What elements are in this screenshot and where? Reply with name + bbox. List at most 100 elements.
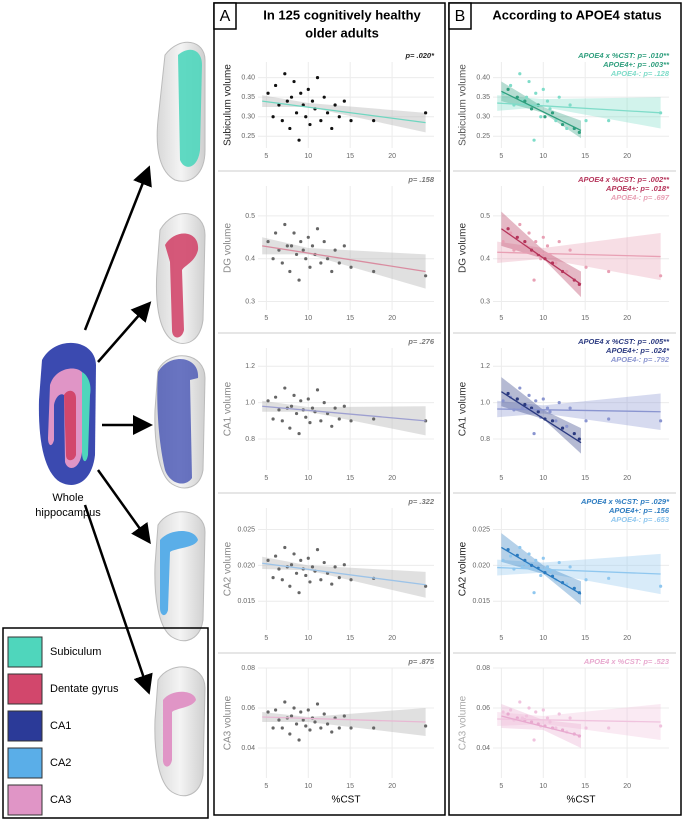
data-point <box>271 726 275 730</box>
hippocampus-dg <box>155 213 206 344</box>
data-point <box>541 235 545 239</box>
data-point <box>550 111 555 115</box>
regression-line <box>262 100 426 124</box>
data-point <box>337 417 341 421</box>
y-tick-label: 0.40 <box>241 74 255 81</box>
data-point <box>271 417 275 421</box>
data-point <box>271 576 275 580</box>
data-point <box>330 126 334 131</box>
panel-letter-box <box>213 2 237 30</box>
y-tick-label: 0.3 <box>245 298 255 305</box>
data-point <box>520 565 524 569</box>
x-tick-label: 5 <box>499 783 503 790</box>
data-point <box>333 406 337 410</box>
data-point <box>532 138 536 142</box>
y-tick-label: 0.06 <box>241 705 255 712</box>
data-point <box>266 558 270 562</box>
legend-swatch <box>7 710 43 742</box>
data-point <box>501 239 505 244</box>
p-value-annotation: p= .875 <box>407 657 434 666</box>
legend-swatch <box>7 636 43 668</box>
data-point <box>289 563 294 567</box>
data-point <box>506 712 510 716</box>
x-tick-label: 15 <box>346 475 354 482</box>
data-point <box>277 408 281 412</box>
data-point <box>337 115 341 119</box>
p-value-annotation: APOE4+: p= .003** <box>602 60 670 69</box>
data-point <box>319 261 323 265</box>
data-point <box>557 401 561 405</box>
regression-line <box>262 405 426 422</box>
data-point <box>283 72 287 76</box>
data-point <box>308 728 312 732</box>
x-tick-label: 5 <box>264 153 268 160</box>
p-value-annotation: p= .322 <box>407 497 434 506</box>
regression-line <box>501 228 582 285</box>
data-point <box>584 419 588 423</box>
y-axis-label: CA3 volume <box>458 695 469 750</box>
y-tick-label: 0.4 <box>480 256 490 263</box>
data-point <box>294 571 299 575</box>
data-point <box>545 716 550 720</box>
y-tick-label: 0.35 <box>241 94 255 101</box>
data-point <box>541 87 545 91</box>
data-point <box>292 706 296 710</box>
y-tick-label: 0.08 <box>241 665 255 672</box>
confidence-band <box>501 211 581 298</box>
data-point <box>322 712 326 716</box>
data-point <box>280 578 284 582</box>
data-point <box>523 402 527 407</box>
data-point <box>274 83 278 88</box>
scatter-plot: 0.3 0.4 0.5 5 10 15 20 DG volume APOE4 x %CST: p… <box>453 170 676 322</box>
data-point <box>554 261 558 265</box>
scatter-plot: 0.3 0.4 0.5 5 10 15 20 DG volume p= .158 <box>218 170 441 322</box>
data-point <box>266 399 270 403</box>
data-point <box>315 76 320 80</box>
panel-title: older adults <box>305 25 379 40</box>
data-point <box>506 391 510 396</box>
data-point <box>294 252 299 257</box>
x-tick-label: 10 <box>304 315 312 322</box>
data-point <box>299 239 303 244</box>
data-point <box>568 565 572 569</box>
data-point <box>518 72 522 76</box>
regression-line <box>497 718 661 723</box>
data-point <box>292 231 296 235</box>
arrows <box>83 165 153 695</box>
data-point <box>607 726 611 730</box>
data-point <box>532 431 536 436</box>
whole-label: hippocampus <box>35 507 101 519</box>
y-tick-label: 0.4 <box>245 256 255 263</box>
data-point <box>557 560 561 565</box>
data-point <box>289 95 294 99</box>
data-point <box>527 79 531 84</box>
data-point <box>572 431 576 436</box>
data-point <box>274 708 278 712</box>
legend-label: Subiculum <box>50 646 101 658</box>
scatter-plot: 0.04 0.06 0.08 5 10 15 20 CA3 volume %CST APOE4 x… <box>453 652 676 806</box>
data-point <box>337 261 341 265</box>
data-point <box>266 91 270 95</box>
data-point <box>545 99 550 103</box>
x-tick-label: 10 <box>304 153 312 160</box>
data-point <box>534 399 538 403</box>
data-point <box>297 738 301 742</box>
anatomy-illustrations: Whole hippocampus <box>2 41 209 819</box>
legend-swatch <box>7 673 43 705</box>
confidence-band <box>497 393 661 430</box>
scatter-plot: 0.8 1.0 1.2 5 10 15 20 CA1 volume APOE4 x %CST: … <box>453 332 676 482</box>
data-point <box>325 111 330 115</box>
data-point <box>545 406 550 410</box>
p-value-annotation: APOE4 x %CST: p= .010** <box>577 51 670 60</box>
legend-frame <box>2 627 209 819</box>
confidence-band <box>497 704 661 740</box>
data-point <box>289 244 294 248</box>
y-tick-label: 0.04 <box>241 745 255 752</box>
x-tick-label: 20 <box>388 783 396 790</box>
y-tick-label: 0.8 <box>480 436 490 443</box>
data-point <box>325 257 330 261</box>
data-point <box>515 397 519 401</box>
data-point <box>306 397 310 401</box>
y-tick-label: 1.2 <box>245 363 255 370</box>
